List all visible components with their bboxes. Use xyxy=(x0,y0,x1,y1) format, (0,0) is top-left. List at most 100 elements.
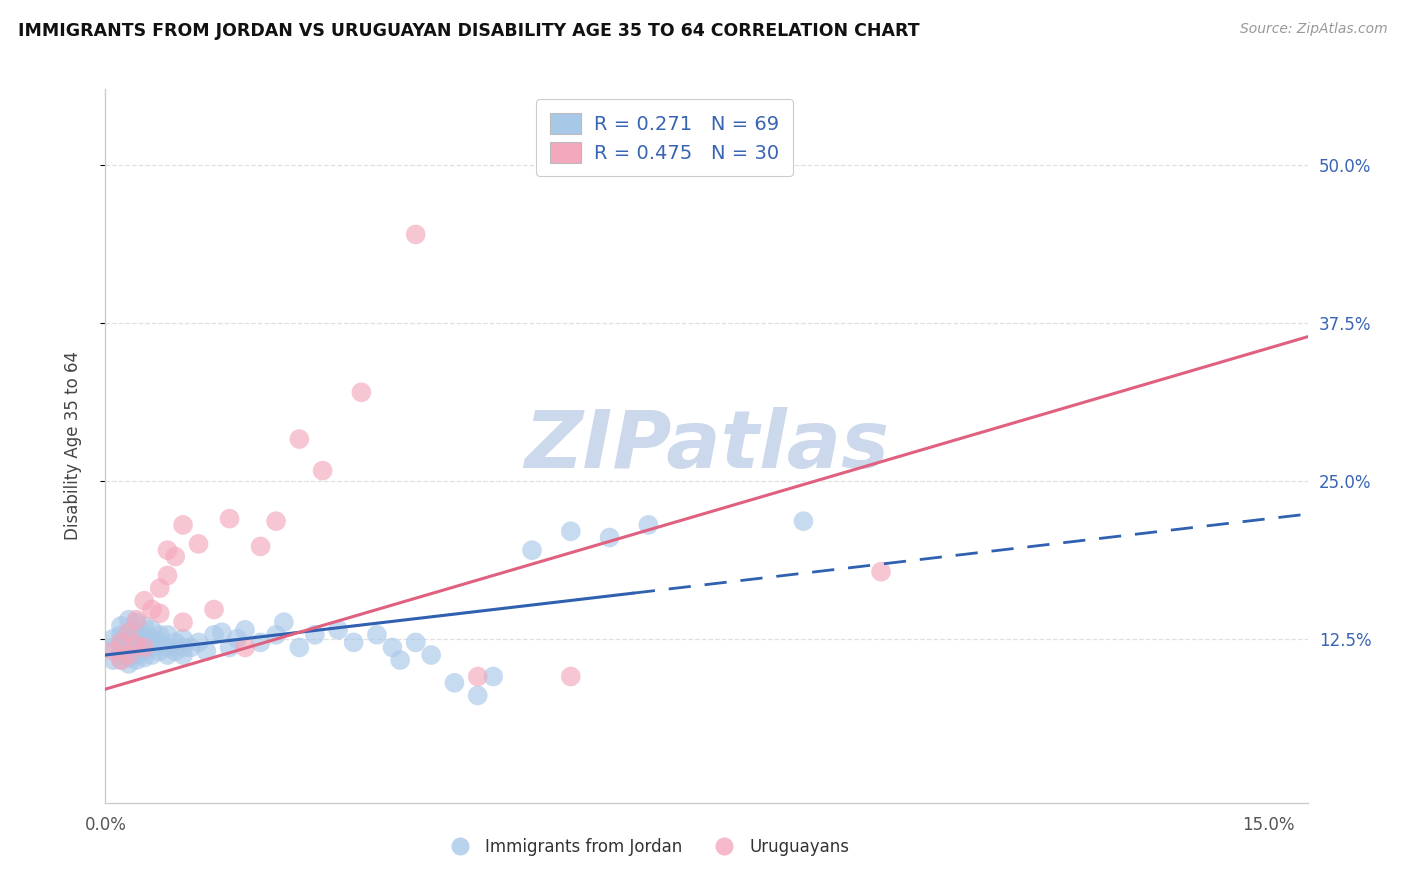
Point xyxy=(467,689,489,703)
Point xyxy=(288,432,311,446)
Point xyxy=(350,385,373,400)
Point xyxy=(405,635,427,649)
Point xyxy=(304,628,326,642)
Point xyxy=(560,524,582,539)
Point xyxy=(202,602,225,616)
Point xyxy=(141,632,163,646)
Point xyxy=(103,644,125,658)
Point xyxy=(195,644,218,658)
Point xyxy=(165,644,187,658)
Point xyxy=(134,619,156,633)
Point xyxy=(149,635,172,649)
Point xyxy=(405,227,427,242)
Point xyxy=(141,648,163,662)
Point xyxy=(110,635,132,649)
Point xyxy=(482,669,505,683)
Point xyxy=(870,565,893,579)
Point xyxy=(134,593,156,607)
Point xyxy=(125,653,148,667)
Point xyxy=(134,640,156,655)
Point xyxy=(180,640,202,655)
Point xyxy=(172,517,194,532)
Point xyxy=(118,638,141,652)
Point xyxy=(560,669,582,683)
Point xyxy=(149,628,172,642)
Point xyxy=(110,653,132,667)
Point xyxy=(156,640,179,655)
Point xyxy=(125,632,148,646)
Point xyxy=(134,628,156,642)
Point xyxy=(149,581,172,595)
Point xyxy=(273,615,295,630)
Point xyxy=(311,464,333,478)
Point xyxy=(141,623,163,637)
Point xyxy=(118,648,141,662)
Point xyxy=(156,648,179,662)
Point xyxy=(288,640,311,655)
Point xyxy=(326,623,349,637)
Point xyxy=(218,511,240,525)
Point xyxy=(110,628,132,642)
Point xyxy=(110,635,132,649)
Point xyxy=(125,625,148,640)
Point xyxy=(172,640,194,655)
Point xyxy=(149,607,172,621)
Point xyxy=(165,635,187,649)
Point xyxy=(264,514,287,528)
Point xyxy=(420,648,443,662)
Point xyxy=(118,644,141,658)
Point xyxy=(134,638,156,652)
Point xyxy=(599,531,621,545)
Point xyxy=(187,537,209,551)
Point xyxy=(202,628,225,642)
Legend: Immigrants from Jordan, Uruguayans: Immigrants from Jordan, Uruguayans xyxy=(437,831,856,863)
Text: IMMIGRANTS FROM JORDAN VS URUGUAYAN DISABILITY AGE 35 TO 64 CORRELATION CHART: IMMIGRANTS FROM JORDAN VS URUGUAYAN DISA… xyxy=(18,22,920,40)
Y-axis label: Disability Age 35 to 64: Disability Age 35 to 64 xyxy=(63,351,82,541)
Point xyxy=(141,602,163,616)
Point xyxy=(118,625,141,640)
Point xyxy=(389,653,412,667)
Text: ZIPatlas: ZIPatlas xyxy=(524,407,889,485)
Point xyxy=(211,625,233,640)
Point xyxy=(118,650,141,665)
Point xyxy=(125,638,148,652)
Point xyxy=(381,640,404,655)
Point xyxy=(125,613,148,627)
Point xyxy=(110,619,132,633)
Point xyxy=(520,543,543,558)
Point xyxy=(125,640,148,655)
Point xyxy=(218,640,240,655)
Point xyxy=(103,653,125,667)
Point xyxy=(233,640,256,655)
Point xyxy=(226,632,249,646)
Point xyxy=(187,635,209,649)
Point xyxy=(125,615,148,630)
Point xyxy=(249,540,271,554)
Point xyxy=(103,632,125,646)
Point xyxy=(172,615,194,630)
Point xyxy=(118,657,141,671)
Point xyxy=(125,648,148,662)
Text: Source: ZipAtlas.com: Source: ZipAtlas.com xyxy=(1240,22,1388,37)
Point xyxy=(165,549,187,564)
Point xyxy=(156,568,179,582)
Point xyxy=(149,644,172,658)
Point xyxy=(134,644,156,658)
Point xyxy=(637,517,659,532)
Point xyxy=(443,675,465,690)
Point xyxy=(467,669,489,683)
Point xyxy=(118,632,141,646)
Point xyxy=(172,632,194,646)
Point xyxy=(118,613,141,627)
Point xyxy=(233,623,256,637)
Point xyxy=(134,650,156,665)
Point xyxy=(792,514,814,528)
Point xyxy=(110,648,132,662)
Point xyxy=(156,543,179,558)
Point xyxy=(118,625,141,640)
Point xyxy=(343,635,366,649)
Point xyxy=(110,640,132,655)
Point xyxy=(264,628,287,642)
Point xyxy=(249,635,271,649)
Point xyxy=(156,628,179,642)
